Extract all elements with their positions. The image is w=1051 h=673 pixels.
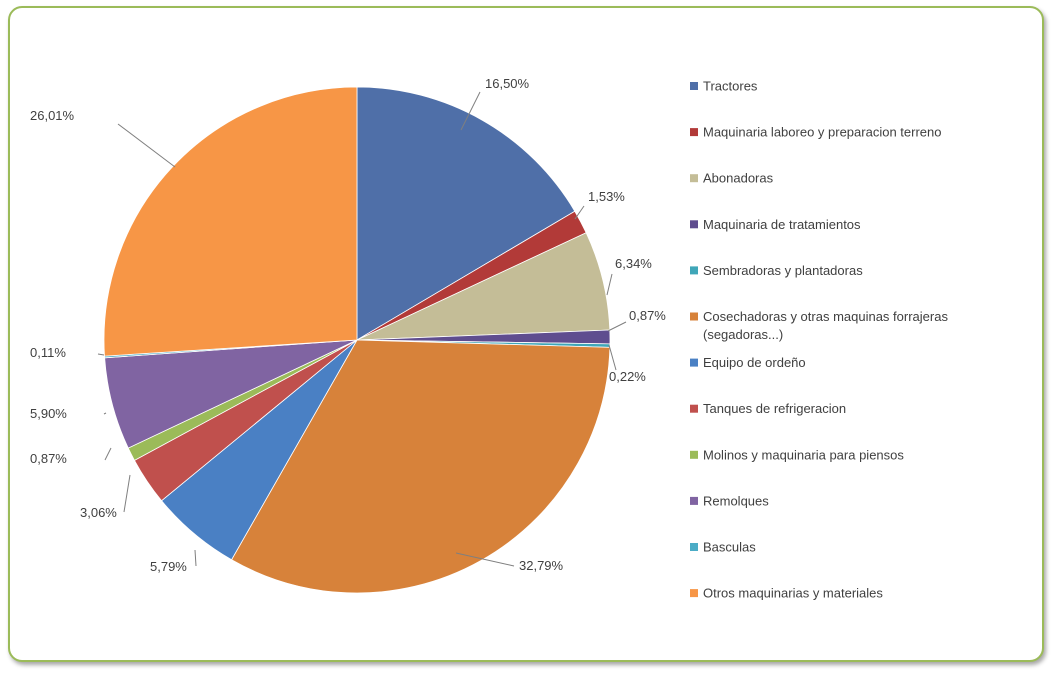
legend-label-2: Maquinaria laboreo y preparacion terreno bbox=[703, 125, 941, 140]
data-label-8: 3,06% bbox=[80, 505, 117, 520]
data-label-12: 26,01% bbox=[30, 108, 75, 123]
legend-label-10: Remolques bbox=[703, 493, 769, 508]
data-label-9: 0,87% bbox=[30, 451, 67, 466]
data-label-10: 5,90% bbox=[30, 406, 67, 421]
data-label-11: 0,11% bbox=[30, 345, 66, 360]
data-label-4: 0,87% bbox=[629, 308, 666, 323]
data-label-3: 6,34% bbox=[615, 256, 652, 271]
legend-swatch-6 bbox=[690, 312, 698, 321]
pie-slice-6 bbox=[231, 339, 611, 594]
legend-label-4: Maquinaria de tratamientos bbox=[703, 217, 861, 232]
legend-swatch-2 bbox=[690, 128, 698, 137]
legend-swatch-12 bbox=[690, 589, 698, 598]
leader-line-6 bbox=[455, 552, 515, 567]
leader-line-5 bbox=[608, 344, 617, 371]
legend-swatch-8 bbox=[690, 404, 698, 413]
data-label-5: 0,22% bbox=[609, 369, 646, 384]
legend-label-6: Cosechadoras y otras maquinas forrajeras… bbox=[703, 309, 948, 342]
legend-swatch-5 bbox=[690, 266, 698, 275]
leader-line-4 bbox=[607, 321, 627, 332]
leader-line-9 bbox=[104, 447, 112, 461]
data-label-1: 16,50% bbox=[485, 76, 530, 91]
legend-swatch-10 bbox=[690, 496, 698, 505]
leader-line-1 bbox=[460, 91, 481, 131]
legend-label-9: Molinos y maquinaria para piensos bbox=[703, 447, 904, 462]
leader-line-11 bbox=[97, 353, 105, 356]
leader-line-12 bbox=[117, 123, 176, 168]
leader-line-10 bbox=[103, 412, 107, 415]
legend-label-8: Tanques de refrigeracion bbox=[703, 401, 846, 416]
pie-slice-12 bbox=[103, 86, 358, 357]
legend-swatch-4 bbox=[690, 220, 698, 229]
legend-label-12: Otros maquinarias y materiales bbox=[703, 586, 883, 601]
leader-line-8 bbox=[123, 474, 131, 513]
legend-label-3: Abonadoras bbox=[703, 171, 774, 186]
data-label-7: 5,79% bbox=[150, 559, 187, 574]
legend-swatch-7 bbox=[690, 358, 698, 367]
legend-swatch-1 bbox=[690, 82, 698, 90]
legend-swatch-11 bbox=[690, 543, 698, 551]
leader-line-2 bbox=[574, 205, 585, 220]
legend-swatch-9 bbox=[690, 450, 698, 459]
pie-slice-1 bbox=[356, 86, 576, 341]
legend-label-5: Sembradoras y plantadoras bbox=[703, 263, 863, 278]
legend-label-7: Equipo de ordeño bbox=[703, 355, 806, 370]
legend-label-1: Tractores bbox=[703, 79, 758, 94]
legend-label-11: Basculas bbox=[703, 540, 756, 555]
data-label-6: 32,79% bbox=[519, 558, 564, 573]
data-label-2: 1,53% bbox=[588, 189, 625, 204]
legend-swatch-3 bbox=[690, 174, 698, 183]
leader-line-3 bbox=[606, 273, 613, 296]
leader-line-7 bbox=[194, 549, 197, 567]
